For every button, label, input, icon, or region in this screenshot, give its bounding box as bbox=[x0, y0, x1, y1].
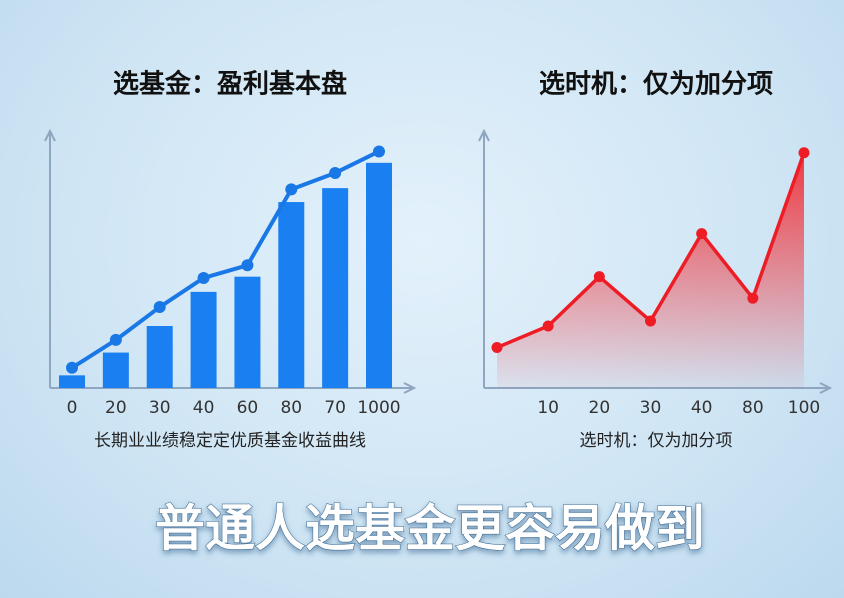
line-point bbox=[696, 228, 708, 240]
line-point bbox=[645, 315, 656, 327]
line-point bbox=[66, 361, 78, 374]
chart-title: 选基金：盈利基本盘 bbox=[113, 69, 347, 100]
line-point bbox=[197, 271, 210, 284]
line-point bbox=[241, 259, 254, 272]
line-point bbox=[798, 147, 810, 159]
x-axis-arrow bbox=[403, 382, 417, 394]
x-tick-label: 20 bbox=[589, 398, 611, 418]
bar bbox=[278, 202, 305, 388]
x-tick-label: 60 bbox=[237, 398, 259, 418]
x-tick-label: 30 bbox=[149, 398, 171, 418]
bar bbox=[102, 352, 129, 388]
bar bbox=[234, 276, 261, 388]
x-tick-label: 80 bbox=[742, 398, 764, 418]
bar bbox=[322, 188, 349, 388]
x-axis-label: 长期业业绩稳定定优质基金收益曲线 bbox=[94, 431, 366, 451]
line-point bbox=[109, 333, 122, 346]
line-point bbox=[329, 166, 342, 179]
x-tick-label: 40 bbox=[193, 398, 215, 418]
bar bbox=[190, 291, 217, 388]
x-tick-label: 1000 bbox=[357, 398, 400, 418]
x-tick-label: 0 bbox=[67, 398, 78, 418]
x-tick-label: 40 bbox=[691, 398, 713, 418]
line-point bbox=[373, 145, 385, 158]
x-tick-label: 100 bbox=[788, 398, 820, 418]
x-tick-label: 80 bbox=[280, 398, 302, 418]
bar bbox=[366, 162, 392, 388]
chart-title: 选时机：仅为加分项 bbox=[539, 70, 773, 100]
area bbox=[497, 152, 804, 388]
x-tick-label: 20 bbox=[105, 398, 127, 418]
bar bbox=[59, 375, 85, 388]
headline: 普通人选基金更容易做到 bbox=[155, 500, 705, 558]
line bbox=[70, 149, 380, 370]
x-tick-label: 10 bbox=[537, 398, 559, 418]
bar bbox=[146, 326, 173, 388]
x-axis-label: 选时机：仅为加分项 bbox=[580, 431, 733, 451]
y-axis-arrow bbox=[478, 128, 490, 142]
line-point bbox=[542, 320, 554, 332]
x-tick-label: 30 bbox=[640, 398, 662, 418]
line-point bbox=[153, 301, 166, 314]
line-point bbox=[593, 271, 605, 283]
y-axis-arrow bbox=[44, 128, 56, 142]
x-axis-arrow bbox=[819, 382, 833, 394]
line-point bbox=[285, 183, 298, 196]
x-tick-label: 70 bbox=[324, 398, 346, 418]
line-point bbox=[491, 342, 503, 354]
line-point bbox=[747, 292, 759, 304]
